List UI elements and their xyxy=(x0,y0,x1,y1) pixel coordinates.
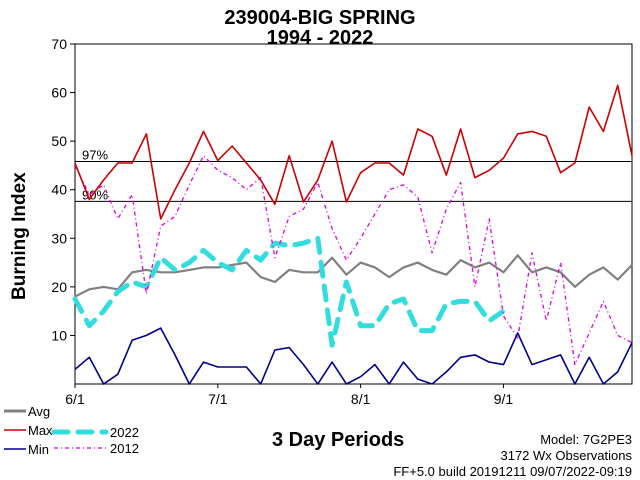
y-tick-label: 60 xyxy=(51,85,67,101)
reference-label: 97% xyxy=(82,148,108,163)
legend-label-max: Max xyxy=(28,423,53,438)
y-tick-label: 20 xyxy=(51,279,67,295)
legend-label-min: Min xyxy=(28,442,49,457)
series-line-min xyxy=(74,327,633,385)
footer-build: FF+5.0 build 20191211 09/07/2022-09:19 xyxy=(393,464,632,479)
footer-model: Model: 7G2PE3 xyxy=(540,432,632,447)
x-axis-label: 3 Day Periods xyxy=(272,429,405,451)
chart-title: 239004-BIG SPRING xyxy=(224,7,416,29)
legend-label-2012: 2012 xyxy=(110,441,139,456)
plot-frame xyxy=(74,43,633,385)
legend-label-2022: 2022 xyxy=(110,425,139,440)
x-tick-label: 9/1 xyxy=(494,391,514,407)
series-line-2012 xyxy=(74,155,633,366)
y-tick-label: 50 xyxy=(51,133,67,149)
series-line-2022 xyxy=(72,235,506,348)
y-tick-label: 10 xyxy=(51,327,67,343)
y-tick-label: 70 xyxy=(51,36,67,52)
x-tick-label: 6/1 xyxy=(65,391,85,407)
y-tick-label: 40 xyxy=(51,182,67,198)
x-tick-label: 8/1 xyxy=(351,391,371,407)
y-tick-label: 30 xyxy=(51,230,67,246)
chart-subtitle: 1994 - 2022 xyxy=(266,27,374,49)
series-line-avg xyxy=(74,254,633,298)
series-line-max xyxy=(74,84,633,220)
legend-label-avg: Avg xyxy=(28,404,51,419)
x-tick-label: 7/1 xyxy=(208,391,228,407)
footer-observations: 3172 Wx Observations xyxy=(500,448,632,463)
